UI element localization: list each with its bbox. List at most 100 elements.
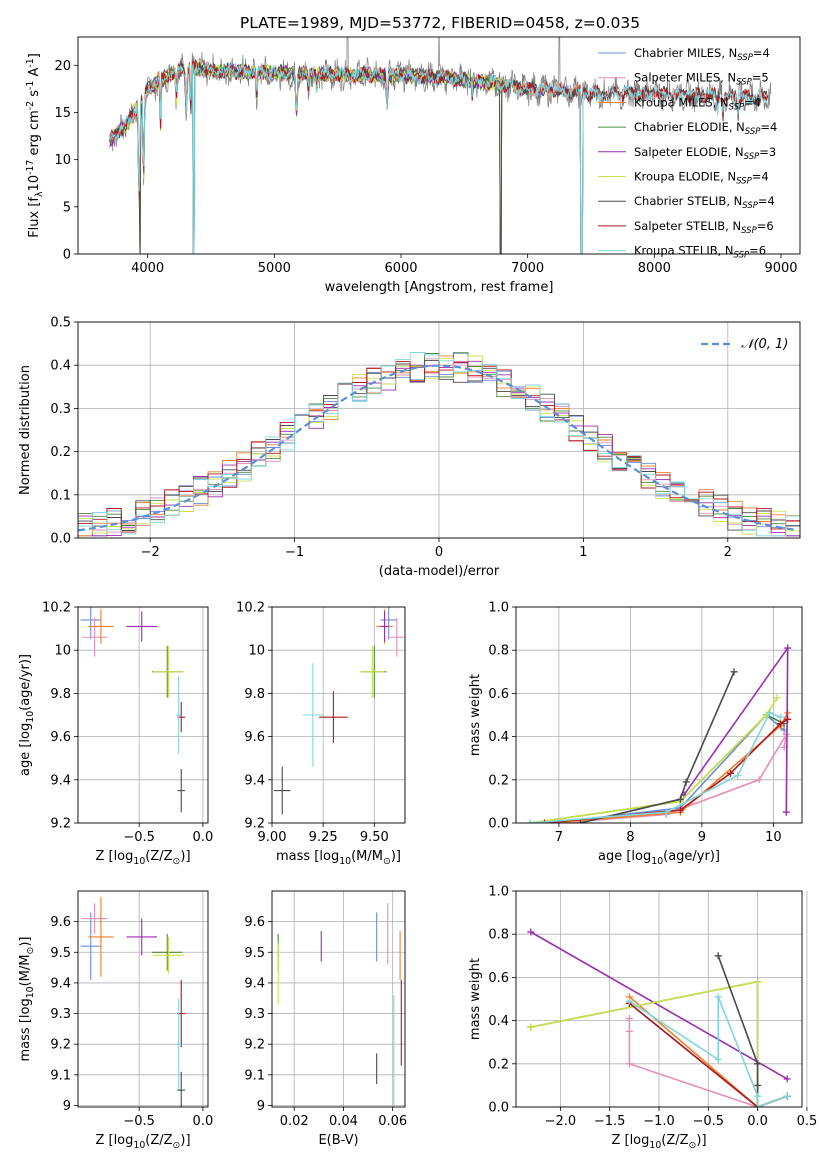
weight-point-chab_stelib	[754, 1060, 762, 1068]
weight-point-krou_stelib	[662, 808, 670, 816]
weight-point-krou_stelib	[526, 819, 534, 823]
legend-text: Salpeter ELODIE, N	[634, 145, 744, 159]
axes-frame	[77, 321, 801, 539]
y-axis-label: age [log10(age/yr)]	[18, 654, 36, 776]
x-tick-label: 4000	[131, 261, 164, 276]
plot-area	[80, 607, 186, 813]
x-axis-label: age [log10(age/yr)]	[598, 849, 720, 867]
weight-point-krou_stelib	[783, 1092, 791, 1100]
label-run: ⊙	[173, 1140, 181, 1151]
legend-suffix: =4	[752, 170, 769, 184]
y-tick-label: 0.2	[488, 773, 509, 788]
model-spectrum-salp_stelib	[109, 59, 769, 254]
label-run: )]	[391, 849, 401, 864]
legend-text: Salpeter MILES, N	[634, 71, 736, 85]
label-run: )]	[696, 1133, 706, 1148]
y-tick-label: 9.4	[244, 773, 265, 788]
x-tick-label: 9000	[764, 261, 797, 276]
y-tick-label: 9.4	[50, 773, 71, 788]
legend-suffix: =5	[752, 71, 769, 85]
y-tick-label: 10	[54, 153, 71, 168]
x-tick-label: 1	[579, 545, 587, 560]
weight-line-salp_stelib	[544, 718, 789, 823]
y-tick-label: 0.0	[488, 817, 509, 832]
x-tick-label: 9	[698, 830, 706, 845]
plot-area	[277, 903, 402, 1106]
label-run: (M/M	[351, 849, 383, 864]
chart-residual-histogram: −2 −1 0 1 2 0.0 0.1 0.2 0.3 0.4 0.5 (data-model)/er…	[18, 316, 801, 579]
legend-suffix: =4	[758, 194, 775, 208]
y-tick-label: 9.1	[244, 1068, 265, 1083]
label-run: age [log	[598, 849, 651, 864]
weight-line-salp_elodie	[530, 931, 788, 1080]
y-axis-label: Flux [fλ10-17 erg cm-2 s-1 A-1]	[25, 53, 45, 238]
label-run: (age/yr)]	[663, 849, 720, 864]
weight-point-krou_stelib	[625, 997, 633, 1005]
label-run: mass [log	[276, 849, 339, 864]
x-tick-label: 7	[555, 830, 563, 845]
weight-point-chab_stelib	[576, 819, 584, 823]
chart-spectrum: 4000 5000 6000 7000 8000 9000 0 5 10 15 20 waveleng…	[25, 36, 801, 295]
figure-title: PLATE=1989, MJD=53772, FIBERID=0458, z=0…	[240, 14, 640, 32]
label-run: ⊙	[173, 856, 181, 867]
x-tick-label: −2.0	[545, 1114, 577, 1129]
weight-point-chab_stelib	[676, 795, 684, 803]
y-tick-label: 9.6	[50, 915, 71, 930]
legend-text: Salpeter STELIB, N	[634, 219, 741, 233]
x-tick-label: 0.5	[797, 1114, 818, 1129]
y-tick-label: 0.0	[488, 1101, 509, 1116]
weight-line-krou_stelib	[628, 996, 788, 1107]
weight-point-salp_miles	[625, 1014, 633, 1022]
x-tick-label: 9.25	[309, 830, 338, 845]
weight-point-krou_stelib	[766, 709, 774, 717]
x-tick-label: 6000	[384, 261, 417, 276]
legend-sub: SSP	[729, 102, 745, 112]
label-run: (age/yr)]	[18, 654, 33, 711]
x-tick-label: 0.0	[193, 830, 214, 845]
legend-label: Salpeter MILES, NSSP=5	[634, 71, 769, 88]
plot-area	[78, 352, 800, 538]
legend-text: Chabrier STELIB, N	[634, 194, 742, 208]
y-tick-label: 0.6	[488, 971, 509, 986]
label-run: -1	[25, 58, 36, 67]
y-axis-label: Normed distribution	[18, 365, 33, 495]
label-run: (Z/Z	[661, 1133, 688, 1148]
legend-label: Salpeter ELODIE, NSSP=3	[634, 145, 776, 162]
y-tick-label: 10	[54, 644, 71, 659]
x-tick-label: −0.5	[123, 830, 155, 845]
axes-frame	[77, 36, 801, 255]
legend-sub: SSP	[734, 251, 750, 261]
y-tick-label: 9.4	[244, 976, 265, 991]
y-tick-label: 9	[257, 1099, 265, 1114]
axes-frame	[271, 890, 406, 1108]
legend-suffix: =6	[749, 244, 766, 258]
y-tick-label: 0.4	[50, 359, 71, 374]
histogram-krou_stelib	[78, 352, 800, 538]
x-axis-label: Z [log10(Z/Z⊙)]	[95, 1133, 190, 1151]
x-axis-label: mass [log10(M/M⊙)]	[276, 849, 401, 867]
legend-suffix: =6	[757, 219, 774, 233]
y-tick-label: 1.0	[488, 885, 509, 900]
y-tick-label: 9.2	[50, 1038, 71, 1053]
legend-label: Kroupa ELODIE, NSSP=4	[634, 170, 769, 187]
label-run: )]	[180, 1133, 190, 1148]
legend-label: Kroupa STELIB, NSSP=6	[634, 244, 766, 261]
legend-suffix: =4	[760, 120, 777, 134]
weight-point-chab_stelib	[714, 952, 722, 960]
plot-area	[274, 607, 405, 815]
chart-mass-vs-ebv: 0.02 0.04 0.06 9 9.1 9.2 9.3 9.4 9.5 9.6 E(B-V)	[244, 890, 407, 1148]
chart-panels: 4000 5000 6000 7000 8000 900005101520waveleng…	[18, 36, 818, 1151]
y-axis-label: mass [log10(M/M⊙)]	[18, 937, 36, 1062]
legend-label: 𝒩(0, 1)	[741, 337, 788, 352]
x-axis-label: wavelength [Angstrom, rest frame]	[325, 280, 554, 295]
x-tick-label: 9.00	[258, 830, 287, 845]
y-tick-label: 9.6	[50, 730, 71, 745]
legend-suffix: =4	[753, 46, 770, 60]
chart-mass-vs-Z: −0.5 0.099.19.29.39.49.59.6Z [log10(Z/Z⊙)…	[18, 890, 213, 1151]
x-tick-label: 8	[626, 830, 634, 845]
weight-point-salp_stelib	[777, 720, 785, 728]
y-tick-label: 9.8	[244, 687, 265, 702]
x-axis-label: (data-model)/error	[379, 564, 500, 579]
